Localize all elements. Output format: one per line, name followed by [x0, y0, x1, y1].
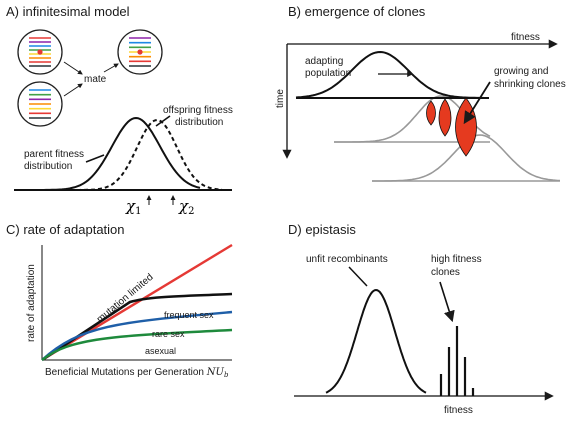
distribution-t1: [295, 50, 489, 99]
label-asexual: asexual: [145, 346, 176, 356]
panel-b: fitness time adapting population growing…: [275, 32, 566, 182]
chi2-label: χ2: [178, 197, 194, 217]
offspring-distribution-curve: [70, 118, 223, 191]
curve-rare-sex: [41, 310, 233, 361]
chi1-label: χ1: [125, 197, 141, 217]
adapting-label-2: population: [305, 68, 351, 79]
panel-a-title: A) infinitesimal model: [6, 4, 130, 19]
adapting-label-1: adapting: [305, 56, 343, 67]
curve-asexual: [41, 328, 233, 361]
mate-arrow-in-bottom: [63, 83, 83, 97]
panel-c: rate of adaptation mutation limited freq…: [26, 243, 233, 379]
clone-1: [426, 100, 436, 126]
parent-pointer: [85, 154, 105, 163]
parent-genome-top: [17, 29, 63, 75]
offspring-distribution-label-2: distribution: [175, 117, 223, 128]
mutation-dot: [137, 49, 143, 55]
offspring-genome: [117, 29, 163, 75]
curve-mutation-limited: [41, 243, 233, 362]
fitness-axis-label: fitness: [511, 32, 540, 43]
clones-label-1: growing and: [494, 66, 548, 77]
label-frequent-sex: frequent sex: [164, 310, 214, 320]
high-fitness-pointer: [439, 281, 455, 323]
offspring-distribution-label-1: offspring fitness: [163, 105, 233, 116]
mate-arrow-out: [103, 63, 119, 73]
curve-frequent-sex: [41, 292, 233, 362]
label-rare-sex: rare sex: [152, 329, 185, 339]
clones-pointer: [463, 81, 491, 125]
parent-distribution-label-1: parent fitness: [24, 149, 84, 160]
high-fitness-label-2: clones: [431, 267, 460, 278]
parent-distribution-curve: [40, 116, 201, 191]
time-axis-label: time: [275, 89, 286, 108]
clones-label-2: shrinking clones: [494, 79, 566, 90]
panel-b-title: B) emergence of clones: [288, 4, 426, 19]
panel-c-title: C) rate of adaptation: [6, 222, 125, 237]
panel-d: fitness unfit recombinants high fitness …: [294, 254, 554, 416]
high-fitness-clone-bars: [439, 326, 475, 396]
parent-distribution-label-2: distribution: [24, 161, 72, 172]
mutation-dot: [37, 49, 43, 55]
offspring-pointer: [155, 115, 171, 127]
mate-arrow-in-top: [63, 61, 83, 75]
mate-label: mate: [84, 74, 107, 85]
parent-genome-bottom: [17, 81, 63, 127]
d-x-label: fitness: [444, 405, 473, 416]
panel-a: mate offspring fitness distribution pare…: [14, 29, 233, 217]
c-x-label: Beneficial Mutations per Generation NUb: [45, 367, 229, 379]
high-fitness-label-1: high fitness: [431, 254, 482, 265]
unfit-recombinants-curve: [325, 288, 427, 394]
panel-d-title: D) epistasis: [288, 222, 356, 237]
unfit-pointer: [348, 266, 368, 287]
clone-2: [438, 98, 452, 137]
c-y-label: rate of adaptation: [26, 264, 37, 342]
unfit-label: unfit recombinants: [306, 254, 388, 265]
